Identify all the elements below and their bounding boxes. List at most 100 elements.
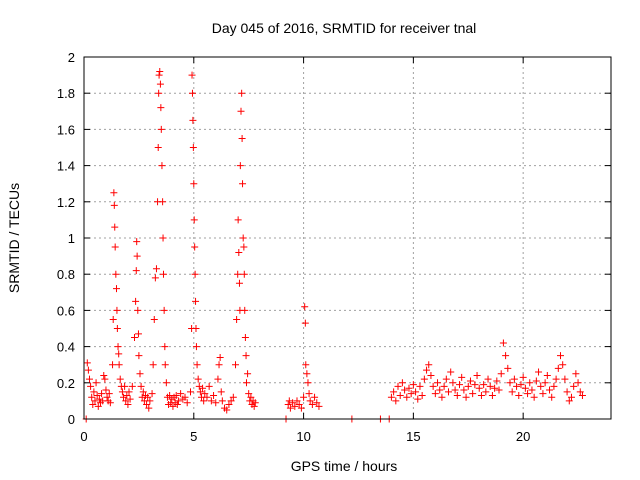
data-point	[245, 390, 253, 398]
data-point	[110, 201, 118, 209]
data-point	[315, 402, 323, 410]
data-point	[247, 393, 255, 401]
data-point	[556, 352, 564, 360]
data-point	[295, 401, 303, 409]
data-point	[561, 375, 569, 383]
data-point	[225, 401, 233, 409]
grid-lines	[84, 57, 611, 419]
data-point	[497, 370, 505, 378]
data-point	[405, 384, 413, 392]
data-point	[488, 391, 496, 399]
data-point	[118, 388, 126, 396]
data-point	[158, 162, 166, 170]
data-point	[493, 377, 501, 385]
data-point	[576, 388, 584, 396]
data-point	[116, 375, 124, 383]
data-point	[137, 382, 145, 390]
data-point	[251, 399, 259, 407]
data-point	[244, 370, 252, 378]
data-point	[143, 401, 151, 409]
data-point	[150, 315, 158, 323]
data-point	[236, 162, 244, 170]
data-point	[480, 381, 488, 389]
data-point	[194, 375, 202, 383]
data-point	[227, 397, 235, 405]
data-point	[434, 379, 442, 387]
data-point	[172, 391, 180, 399]
data-point	[567, 393, 575, 401]
data-point	[195, 382, 203, 390]
data-point	[84, 366, 92, 374]
chart-title: Day 045 of 2016, SRMTID for receiver tna…	[212, 20, 477, 36]
data-point	[193, 361, 201, 369]
data-point	[190, 180, 198, 188]
data-point	[157, 125, 165, 133]
data-point	[403, 393, 411, 401]
data-point	[218, 397, 226, 405]
data-point	[232, 361, 240, 369]
data-point	[191, 270, 199, 278]
data-point	[508, 388, 516, 396]
data-point	[521, 384, 529, 392]
data-point	[387, 393, 395, 401]
data-point	[390, 388, 398, 396]
data-point	[517, 381, 525, 389]
data-point	[177, 390, 185, 398]
data-point	[482, 388, 490, 396]
data-point	[311, 393, 319, 401]
data-point	[201, 390, 209, 398]
data-point	[301, 303, 309, 311]
data-point	[148, 390, 156, 398]
data-point	[451, 386, 459, 394]
data-point	[552, 375, 560, 383]
data-point	[429, 382, 437, 390]
data-point	[565, 397, 573, 405]
data-point	[212, 399, 220, 407]
data-point	[92, 379, 100, 387]
data-point	[423, 366, 431, 374]
data-point	[155, 71, 163, 79]
data-point	[111, 223, 119, 231]
data-point	[240, 243, 248, 251]
data-point	[541, 379, 549, 387]
x-tick-label: 15	[406, 429, 420, 444]
data-point	[186, 388, 194, 396]
data-point	[156, 67, 164, 75]
data-point	[495, 386, 503, 394]
data-point	[113, 306, 121, 314]
data-point	[238, 89, 246, 97]
data-point	[223, 406, 231, 414]
data-point	[105, 390, 113, 398]
data-point	[234, 216, 242, 224]
data-point	[109, 361, 117, 369]
data-point	[122, 397, 130, 405]
data-point	[414, 395, 422, 403]
data-point	[513, 382, 521, 390]
data-point	[431, 390, 439, 398]
data-point	[135, 352, 143, 360]
data-point	[149, 361, 157, 369]
data-point	[161, 361, 169, 369]
data-point	[240, 270, 248, 278]
data-point	[229, 393, 237, 401]
data-point	[136, 370, 144, 378]
data-point	[499, 339, 507, 347]
data-point	[132, 297, 140, 305]
data-point	[160, 306, 168, 314]
data-point	[425, 361, 433, 369]
data-point	[133, 238, 141, 246]
data-point	[87, 382, 95, 390]
data-point	[519, 373, 527, 381]
data-point	[242, 379, 250, 387]
data-point	[554, 364, 562, 372]
data-point	[305, 390, 313, 398]
data-point	[543, 372, 551, 380]
data-point	[128, 382, 136, 390]
data-point	[192, 325, 200, 332]
data-point	[242, 352, 250, 360]
data-point	[157, 104, 165, 112]
data-point	[131, 334, 139, 342]
data-point	[241, 306, 249, 314]
data-point	[159, 270, 167, 278]
